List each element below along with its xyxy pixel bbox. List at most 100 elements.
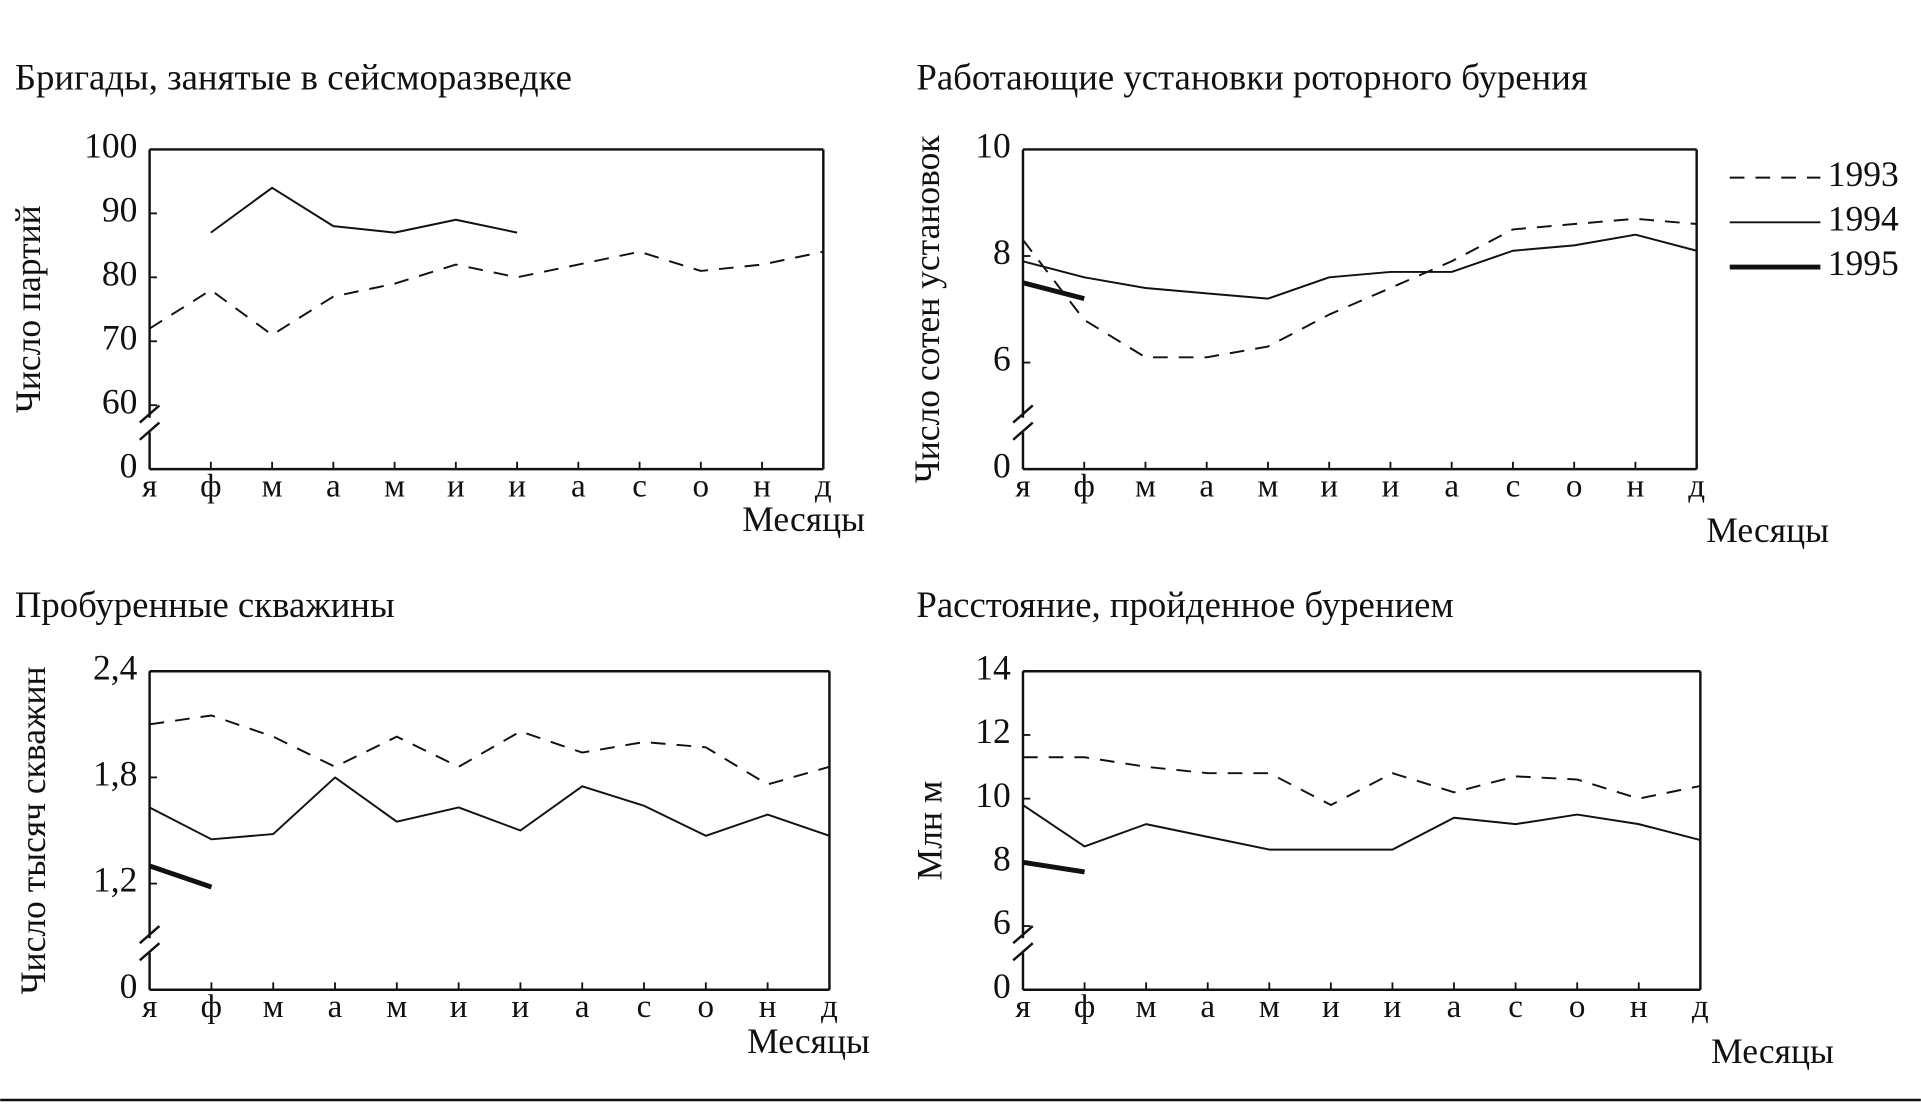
x-axis-label: Месяцы	[747, 1021, 870, 1061]
y-axis-label: Число тысяч скважин	[13, 666, 53, 994]
x-tick-label: с	[632, 468, 647, 504]
series-line	[1022, 756, 1701, 806]
y-tick-label: 8	[993, 838, 1011, 878]
x-tick-label: с	[1506, 468, 1521, 504]
y-tick-label: 6	[993, 902, 1011, 942]
series-line	[149, 776, 830, 841]
x-tick-label: д	[1692, 989, 1709, 1025]
x-tick-label: а	[1200, 989, 1215, 1025]
chart-title: Бригады, занятые в сейсморазведке	[15, 56, 572, 97]
x-tick-label: а	[326, 468, 341, 504]
x-tick-label: м	[263, 989, 284, 1025]
x-tick-label: м	[1257, 468, 1278, 504]
legend-label: 1995	[1828, 243, 1899, 283]
x-tick-label: д	[821, 989, 838, 1025]
y-tick-label: 14	[975, 647, 1011, 687]
y-axis-label: Число сотен установок	[907, 135, 947, 484]
y-axis-label: Млн м	[910, 781, 950, 881]
x-tick-label: ф	[1074, 989, 1095, 1025]
y-tick-label: 0	[993, 445, 1011, 485]
x-tick-label: н	[1627, 468, 1645, 504]
x-tick-label: м	[1259, 989, 1280, 1025]
y-tick-label: 90	[102, 190, 138, 230]
y-axis-label: Число партий	[8, 205, 48, 413]
y-tick-label: 0	[120, 445, 138, 485]
x-tick-label: н	[759, 989, 777, 1025]
x-tick-label: а	[328, 989, 343, 1025]
series-line	[210, 186, 518, 234]
x-tick-label: я	[142, 468, 157, 504]
axis-break	[138, 925, 161, 945]
chart-title: Пробуренные скважины	[15, 584, 395, 625]
x-tick-label: и	[450, 989, 468, 1025]
chart-title: Расстояние, пройденное бурением	[916, 584, 1453, 625]
x-tick-label: н	[1630, 989, 1648, 1025]
x-tick-label: я	[1015, 989, 1030, 1025]
x-tick-label: н	[753, 468, 771, 504]
x-tick-label: и	[447, 468, 465, 504]
series-line	[148, 863, 213, 890]
series-line	[1022, 859, 1085, 875]
series-line	[149, 250, 824, 336]
x-axis-label: Месяцы	[742, 499, 865, 539]
x-axis-label: Месяцы	[1711, 1031, 1834, 1071]
axis-break	[1012, 942, 1034, 962]
series-line	[1022, 233, 1697, 300]
x-axis-label: Месяцы	[1706, 510, 1829, 550]
x-tick-label: о	[698, 989, 715, 1025]
series-line	[1022, 280, 1085, 302]
y-tick-label: 100	[84, 126, 137, 166]
x-tick-label: о	[693, 468, 710, 504]
y-tick-label: 8	[993, 232, 1011, 272]
legend-label: 1993	[1828, 154, 1899, 194]
axis-break	[138, 421, 161, 441]
chart-title: Работающие установки роторного бурения	[916, 56, 1587, 97]
x-tick-label: и	[1320, 468, 1338, 504]
axis-break	[138, 942, 161, 962]
x-tick-label: и	[1322, 989, 1340, 1025]
axis-break	[1012, 404, 1034, 424]
x-tick-label: с	[637, 989, 652, 1025]
y-tick-label: 10	[975, 775, 1011, 815]
axis-break	[138, 404, 161, 424]
y-tick-label: 1,8	[93, 754, 137, 794]
x-tick-label: о	[1566, 468, 1583, 504]
axis-break	[1012, 421, 1034, 441]
x-tick-label: с	[1508, 989, 1523, 1025]
series-line	[1022, 804, 1701, 851]
y-tick-label: 12	[975, 711, 1011, 751]
x-tick-label: я	[1015, 468, 1030, 504]
x-tick-label: м	[1136, 989, 1157, 1025]
x-tick-label: ф	[200, 468, 221, 504]
axis-break	[1012, 925, 1034, 945]
y-tick-label: 70	[102, 317, 138, 357]
x-tick-label: а	[1447, 989, 1462, 1025]
x-tick-label: ф	[201, 989, 222, 1025]
series-line	[149, 714, 830, 786]
x-tick-label: я	[142, 989, 157, 1025]
x-tick-label: м	[386, 989, 407, 1025]
x-tick-label: м	[384, 468, 405, 504]
y-tick-label: 10	[975, 126, 1011, 166]
x-tick-label: м	[262, 468, 283, 504]
x-tick-label: ф	[1073, 468, 1094, 504]
x-tick-label: и	[508, 468, 526, 504]
y-tick-label: 6	[993, 339, 1011, 379]
y-tick-label: 1,2	[93, 860, 137, 900]
x-tick-label: д	[1688, 468, 1705, 504]
y-tick-label: 0	[120, 966, 138, 1006]
x-tick-label: о	[1569, 989, 1586, 1025]
legend-label: 1994	[1828, 198, 1899, 238]
x-tick-label: а	[575, 989, 590, 1025]
x-tick-label: а	[571, 468, 586, 504]
x-tick-label: а	[1444, 468, 1459, 504]
x-tick-label: и	[1384, 989, 1402, 1025]
y-tick-label: 80	[102, 253, 138, 293]
x-tick-label: и	[512, 989, 530, 1025]
y-tick-label: 2,4	[93, 647, 138, 687]
x-tick-label: а	[1199, 468, 1214, 504]
x-tick-label: д	[815, 468, 832, 504]
series-line	[1022, 217, 1697, 359]
